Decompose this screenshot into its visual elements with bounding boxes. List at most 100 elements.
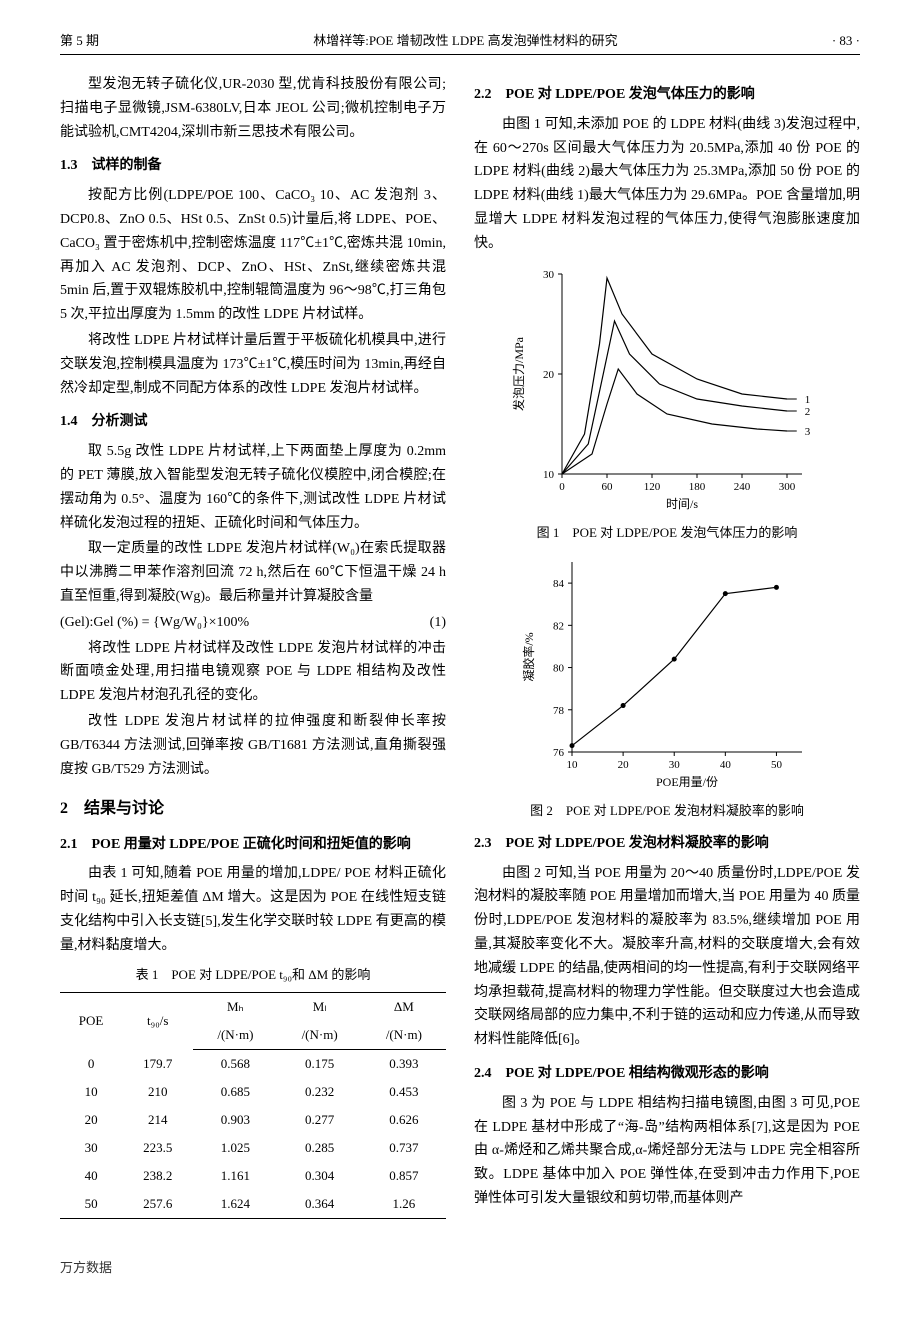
header-title: 林增祥等:POE 增韧改性 LDPE 高发泡弹性材料的研究 xyxy=(99,30,832,52)
table-cell: 20 xyxy=(60,1106,122,1134)
table-cell: 214 xyxy=(122,1106,193,1134)
left-column: 型发泡无转子硫化仪,UR-2030 型,优肯科技股份有限公司;扫描电子显微镜,J… xyxy=(60,73,446,1227)
table-cell: 0.364 xyxy=(278,1190,362,1219)
eq-number: (1) xyxy=(430,611,446,635)
heading-2: 2 结果与讨论 xyxy=(60,795,446,822)
table-cell: 40 xyxy=(60,1162,122,1190)
svg-text:0: 0 xyxy=(559,481,565,493)
para-gelratio: 由图 2 可知,当 POE 用量为 20～40 质量份时,LDPE/POE 发泡… xyxy=(474,862,860,1052)
svg-text:发泡压力/MPa: 发泡压力/MPa xyxy=(511,336,526,411)
fig2-caption: 图 2 POE 对 LDPE/POE 发泡材料凝胶率的影响 xyxy=(474,800,860,822)
th-dm: ΔM xyxy=(362,992,446,1021)
para-standards: 改性 LDPE 发泡片材试样的拉伸强度和断裂伸长率按 GB/T6344 方法测试… xyxy=(60,710,446,781)
table-cell: 179.7 xyxy=(122,1049,193,1078)
heading-2-2: 2.2 POE 对 LDPE/POE 发泡气体压力的影响 xyxy=(474,83,860,107)
th-poe: POE xyxy=(60,992,122,1049)
table-cell: 0.568 xyxy=(193,1049,277,1078)
table-cell: 0.737 xyxy=(362,1134,446,1162)
table-cell: 1.161 xyxy=(193,1162,277,1190)
svg-text:180: 180 xyxy=(689,481,706,493)
svg-text:时间/s: 时间/s xyxy=(666,497,698,511)
unit-ml: /(N·m) xyxy=(278,1021,362,1050)
svg-text:20: 20 xyxy=(618,759,630,771)
table-cell: 0.285 xyxy=(278,1134,362,1162)
table-cell: 0.685 xyxy=(193,1078,277,1106)
heading-1-3: 1.3 试样的制备 xyxy=(60,154,446,178)
unit-dm: /(N·m) xyxy=(362,1021,446,1050)
table-cell: 1.624 xyxy=(193,1190,277,1219)
fig1-chart: 060120180240300102030时间/s发泡压力/MPa123 xyxy=(507,264,827,514)
header-page: · 83 · xyxy=(832,30,860,52)
svg-text:20: 20 xyxy=(543,369,555,381)
th-ml: Mₗ xyxy=(278,992,362,1021)
svg-text:76: 76 xyxy=(553,747,565,759)
fig2-chart: 10203040507678808284POE用量/份凝胶率/% xyxy=(517,552,817,792)
svg-text:50: 50 xyxy=(771,759,783,771)
table-row: 0179.70.5680.1750.393 xyxy=(60,1049,446,1078)
figure-2: 10203040507678808284POE用量/份凝胶率/% xyxy=(474,552,860,792)
table-row: 40238.21.1610.3040.857 xyxy=(60,1162,446,1190)
para-molding: 将改性 LDPE 片材试样计量后置于平板硫化机模具中,进行交联发泡,控制模具温度… xyxy=(60,329,446,400)
para-test1: 取 5.5g 改性 LDPE 片材试样,上下两面垫上厚度为 0.2mm 的 PE… xyxy=(60,440,446,535)
table-cell: 0.626 xyxy=(362,1106,446,1134)
table-1: POE t₉₀/s Mₕ Mₗ ΔM /(N·m) /(N·m) /(N·m) … xyxy=(60,992,446,1220)
footer-db: 万方数据 xyxy=(60,1257,860,1279)
header-issue: 第 5 期 xyxy=(60,30,99,52)
table-cell: 0.393 xyxy=(362,1049,446,1078)
table-cell: 0.277 xyxy=(278,1106,362,1134)
table-row: 102100.6850.2320.453 xyxy=(60,1078,446,1106)
table-row: 202140.9030.2770.626 xyxy=(60,1106,446,1134)
table-cell: 257.6 xyxy=(122,1190,193,1219)
two-column-body: 型发泡无转子硫化仪,UR-2030 型,优肯科技股份有限公司;扫描电子显微镜,J… xyxy=(60,73,860,1227)
table-header-row: POE t₉₀/s Mₕ Mₗ ΔM xyxy=(60,992,446,1021)
para-equipment: 型发泡无转子硫化仪,UR-2030 型,优肯科技股份有限公司;扫描电子显微镜,J… xyxy=(60,73,446,144)
fig1-caption: 图 1 POE 对 LDPE/POE 发泡气体压力的影响 xyxy=(474,522,860,544)
table-cell: 10 xyxy=(60,1078,122,1106)
svg-text:60: 60 xyxy=(602,481,614,493)
svg-text:240: 240 xyxy=(734,481,751,493)
svg-text:30: 30 xyxy=(669,759,681,771)
svg-text:凝胶率/%: 凝胶率/% xyxy=(521,632,536,681)
table-row: 50257.61.6240.3641.26 xyxy=(60,1190,446,1219)
svg-text:10: 10 xyxy=(567,759,579,771)
table-cell: 223.5 xyxy=(122,1134,193,1162)
heading-2-1: 2.1 POE 用量对 LDPE/POE 正硫化时间和扭矩值的影响 xyxy=(60,833,446,857)
table-cell: 1.26 xyxy=(362,1190,446,1219)
heading-2-4: 2.4 POE 对 LDPE/POE 相结构微观形态的影响 xyxy=(474,1062,860,1086)
table-cell: 0 xyxy=(60,1049,122,1078)
table-cell: 0.857 xyxy=(362,1162,446,1190)
table-cell: 0.903 xyxy=(193,1106,277,1134)
table-row: 30223.51.0250.2850.737 xyxy=(60,1134,446,1162)
para-table1-desc: 由表 1 可知,随着 POE 用量的增加,LDPE/ POE 材料正硫化时间 t… xyxy=(60,862,446,957)
heading-1-4: 1.4 分析测试 xyxy=(60,410,446,434)
svg-text:POE用量/份: POE用量/份 xyxy=(656,775,718,789)
th-t90: t₉₀/s xyxy=(122,992,193,1049)
running-header: 第 5 期 林增祥等:POE 增韧改性 LDPE 高发泡弹性材料的研究 · 83… xyxy=(60,30,860,55)
table1-caption: 表 1 POE 对 LDPE/POE t₉₀和 ΔM 的影响 xyxy=(60,964,446,986)
svg-text:120: 120 xyxy=(644,481,661,493)
table-cell: 0.232 xyxy=(278,1078,362,1106)
figure-1: 060120180240300102030时间/s发泡压力/MPa123 xyxy=(474,264,860,514)
svg-text:30: 30 xyxy=(543,269,555,281)
equation-1: (Gel):Gel (%) = {Wg/W₀}×100% (1) xyxy=(60,611,446,635)
table-cell: 0.304 xyxy=(278,1162,362,1190)
svg-text:10: 10 xyxy=(543,469,555,481)
table-cell: 0.453 xyxy=(362,1078,446,1106)
svg-text:40: 40 xyxy=(720,759,732,771)
table-cell: 0.175 xyxy=(278,1049,362,1078)
para-sem: 将改性 LDPE 片材试样及改性 LDPE 发泡片材试样的冲击断面喷金处理,用扫… xyxy=(60,637,446,708)
table-cell: 238.2 xyxy=(122,1162,193,1190)
table-cell: 30 xyxy=(60,1134,122,1162)
th-mh: Mₕ xyxy=(193,992,277,1021)
svg-text:82: 82 xyxy=(553,620,564,632)
table-cell: 50 xyxy=(60,1190,122,1219)
svg-text:1: 1 xyxy=(805,394,811,406)
unit-mh: /(N·m) xyxy=(193,1021,277,1050)
right-column: 2.2 POE 对 LDPE/POE 发泡气体压力的影响 由图 1 可知,未添加… xyxy=(474,73,860,1227)
svg-text:300: 300 xyxy=(779,481,796,493)
table-cell: 210 xyxy=(122,1078,193,1106)
para-recipe: 按配方比例(LDPE/POE 100、CaCO₃ 10、AC 发泡剂 3、DCP… xyxy=(60,184,446,327)
svg-text:78: 78 xyxy=(553,705,565,717)
svg-text:80: 80 xyxy=(553,662,565,674)
para-gel: 取一定质量的改性 LDPE 发泡片材试样(W₀)在索氏提取器中以沸腾二甲苯作溶剂… xyxy=(60,537,446,608)
